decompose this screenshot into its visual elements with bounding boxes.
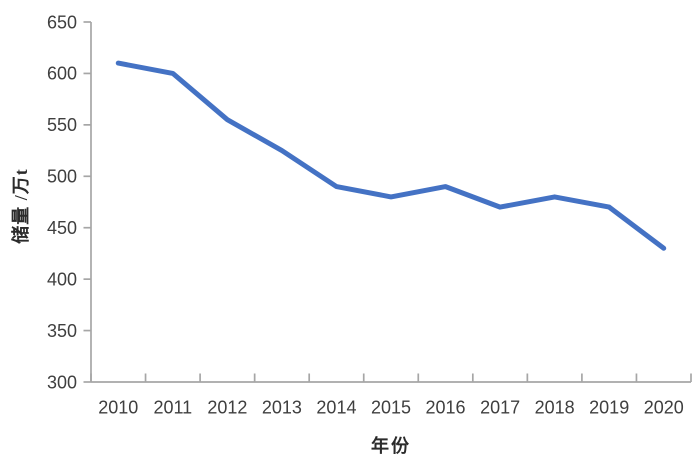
y-tick-label: 350	[47, 321, 77, 341]
x-axis-title: 年份	[371, 436, 411, 456]
x-tick-label: 2018	[535, 397, 575, 417]
y-axis-title: 储量 /万t	[11, 168, 31, 244]
x-tick-label: 2012	[207, 397, 247, 417]
y-tick-label: 500	[47, 167, 77, 187]
y-tick-label: 400	[47, 269, 77, 289]
y-tick-label: 600	[47, 64, 77, 84]
x-tick-label: 2016	[426, 397, 466, 417]
x-tick-label: 2011	[153, 397, 192, 417]
x-tick-label: 2013	[262, 397, 302, 417]
y-tick-label: 450	[47, 218, 77, 238]
x-tick-label: 2020	[644, 397, 684, 417]
x-tick-label: 2017	[480, 397, 520, 417]
data-line-reserves	[115, 60, 667, 251]
x-tick-label: 2015	[371, 397, 411, 417]
y-tick-label: 650	[47, 12, 77, 32]
x-tick-label: 2014	[316, 397, 356, 417]
x-tick-label: 2019	[589, 397, 629, 417]
y-tick-label: 300	[47, 372, 77, 392]
y-tick-label: 550	[47, 115, 77, 135]
x-tick-label: 2010	[98, 397, 138, 417]
